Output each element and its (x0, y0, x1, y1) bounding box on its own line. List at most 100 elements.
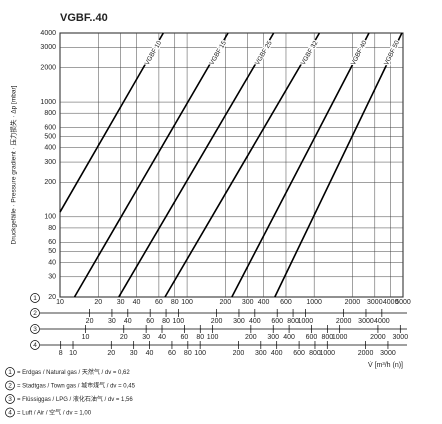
marker-number: 3 (8, 396, 12, 403)
x-tick-label: 200 (211, 318, 223, 325)
marker-circle (5, 394, 15, 404)
marker-circle (5, 380, 15, 391)
x-tick-label: 200 (219, 299, 231, 306)
x-tick-label: 800 (322, 334, 334, 341)
x-tick-label: 400 (258, 299, 270, 306)
x-tick-label: 800 (309, 350, 321, 357)
x-tick-label: 80 (171, 299, 179, 306)
legend-note: = Erdgas / Natural gas / 天然气 / dv = 0,62 (17, 368, 130, 376)
x-tick-label: 80 (196, 334, 204, 341)
x-tick-label: 100 (181, 299, 193, 306)
x-tick-label: 4000 (374, 318, 390, 325)
marker-circle (5, 367, 15, 377)
y-tick-label: 3000 (40, 44, 56, 51)
x-tick-label: 40 (158, 334, 166, 341)
marker-circle (5, 407, 15, 418)
x-tick-label: 30 (142, 334, 150, 341)
y-tick-label: 20 (48, 294, 56, 301)
y-axis-label: Druckgefälle · Pressure gradient · 压力损失 … (9, 85, 18, 244)
y-tick-label: 400 (44, 145, 56, 152)
x-tick-label: 60 (180, 334, 188, 341)
x-tick-label: 600 (293, 350, 305, 357)
y-tick-label: 40 (48, 259, 56, 266)
x-tick-label: 2000 (336, 318, 352, 325)
y-tick-label: 300 (44, 159, 56, 166)
x-tick-label: 40 (124, 318, 132, 325)
x-tick-label: 200 (233, 350, 245, 357)
x-tick-label: 3000 (358, 318, 374, 325)
x-tick-label: 400 (271, 350, 283, 357)
x-tick-label: 300 (242, 299, 254, 306)
x-tick-label: 8 (59, 350, 63, 357)
x-tick-label: 30 (108, 318, 116, 325)
x-tick-label: 4000 (383, 299, 399, 306)
y-tick-label: 30 (48, 274, 56, 281)
x-tick-label: 600 (306, 334, 318, 341)
curve (164, 32, 321, 298)
marker-number: 2 (8, 383, 12, 390)
x-tick-label: 20 (120, 334, 128, 341)
x-tick-label: 2000 (345, 299, 361, 306)
x-tick-label: 60 (155, 299, 163, 306)
x-tick-label: 40 (133, 299, 141, 306)
x-tick-label: 400 (249, 318, 261, 325)
x-tick-label: 300 (233, 318, 245, 325)
x-tick-label: 1000 (298, 318, 314, 325)
x-tick-label: 40 (146, 350, 154, 357)
x-tick-label: 60 (168, 350, 176, 357)
x-tick-label: 30 (117, 299, 125, 306)
marker-circle (30, 308, 40, 318)
y-tick-label: 200 (44, 179, 56, 186)
y-tick-label: 100 (44, 214, 56, 221)
x-tick-label: 300 (267, 334, 279, 341)
x-tick-label: 3000 (393, 334, 409, 341)
x-tick-label: 1000 (306, 299, 322, 306)
y-tick-label: 500 (44, 133, 56, 140)
x-tick-label: 400 (283, 334, 295, 341)
x-tick-label: 600 (271, 318, 283, 325)
y-tick-label: 800 (44, 110, 56, 117)
legend-note: = Flüssiggas / LPG / 液化石油气 / dv = 1,56 (17, 395, 133, 403)
y-tick-label: 2000 (40, 64, 56, 71)
y-tick-label: 4000 (40, 30, 56, 37)
marker-number: 4 (33, 342, 37, 349)
x-tick-label: 100 (173, 318, 185, 325)
chart-title: VGBF..40 (60, 12, 108, 24)
y-tick-label: 600 (44, 124, 56, 131)
legend-note: = Luft / Air / 空气 / dv = 1,00 (17, 409, 92, 417)
x-tick-label: 100 (207, 334, 219, 341)
x-tick-label: 60 (146, 318, 154, 325)
curve (73, 32, 229, 298)
x-tick-label: 600 (280, 299, 292, 306)
x-tick-label: 10 (82, 334, 90, 341)
marker-number: 3 (33, 326, 37, 333)
y-tick-label: 60 (48, 239, 56, 246)
x-tick-label: 20 (86, 318, 94, 325)
y-tick-label: 1000 (40, 99, 56, 106)
x-tick-label: 20 (94, 299, 102, 306)
x-tick-label: 80 (184, 350, 192, 357)
curve (231, 32, 370, 298)
curve (118, 32, 275, 298)
x-tick-label: 800 (287, 318, 299, 325)
marker-circle (30, 324, 40, 334)
curve (59, 32, 165, 213)
marker-number: 1 (8, 369, 12, 376)
marker-circle (30, 293, 40, 303)
curve (274, 32, 403, 298)
legend-note: = Stadtgas / Town gas / 城市煤气 / dv = 0,45 (17, 382, 136, 390)
x-tick-label: 30 (130, 350, 138, 357)
marker-number: 4 (8, 410, 12, 417)
marker-number: 1 (33, 295, 37, 302)
x-tick-label: 3000 (380, 350, 396, 357)
x-tick-label: 200 (245, 334, 257, 341)
x-axis-label: V̇ [m³/h (n)] (368, 361, 403, 369)
x-tick-label: 1000 (332, 334, 348, 341)
x-tick-label: 100 (194, 350, 206, 357)
x-tick-label: 10 (69, 350, 77, 357)
y-tick-label: 80 (48, 225, 56, 232)
marker-circle (30, 340, 40, 350)
x-tick-label: 2000 (370, 334, 386, 341)
